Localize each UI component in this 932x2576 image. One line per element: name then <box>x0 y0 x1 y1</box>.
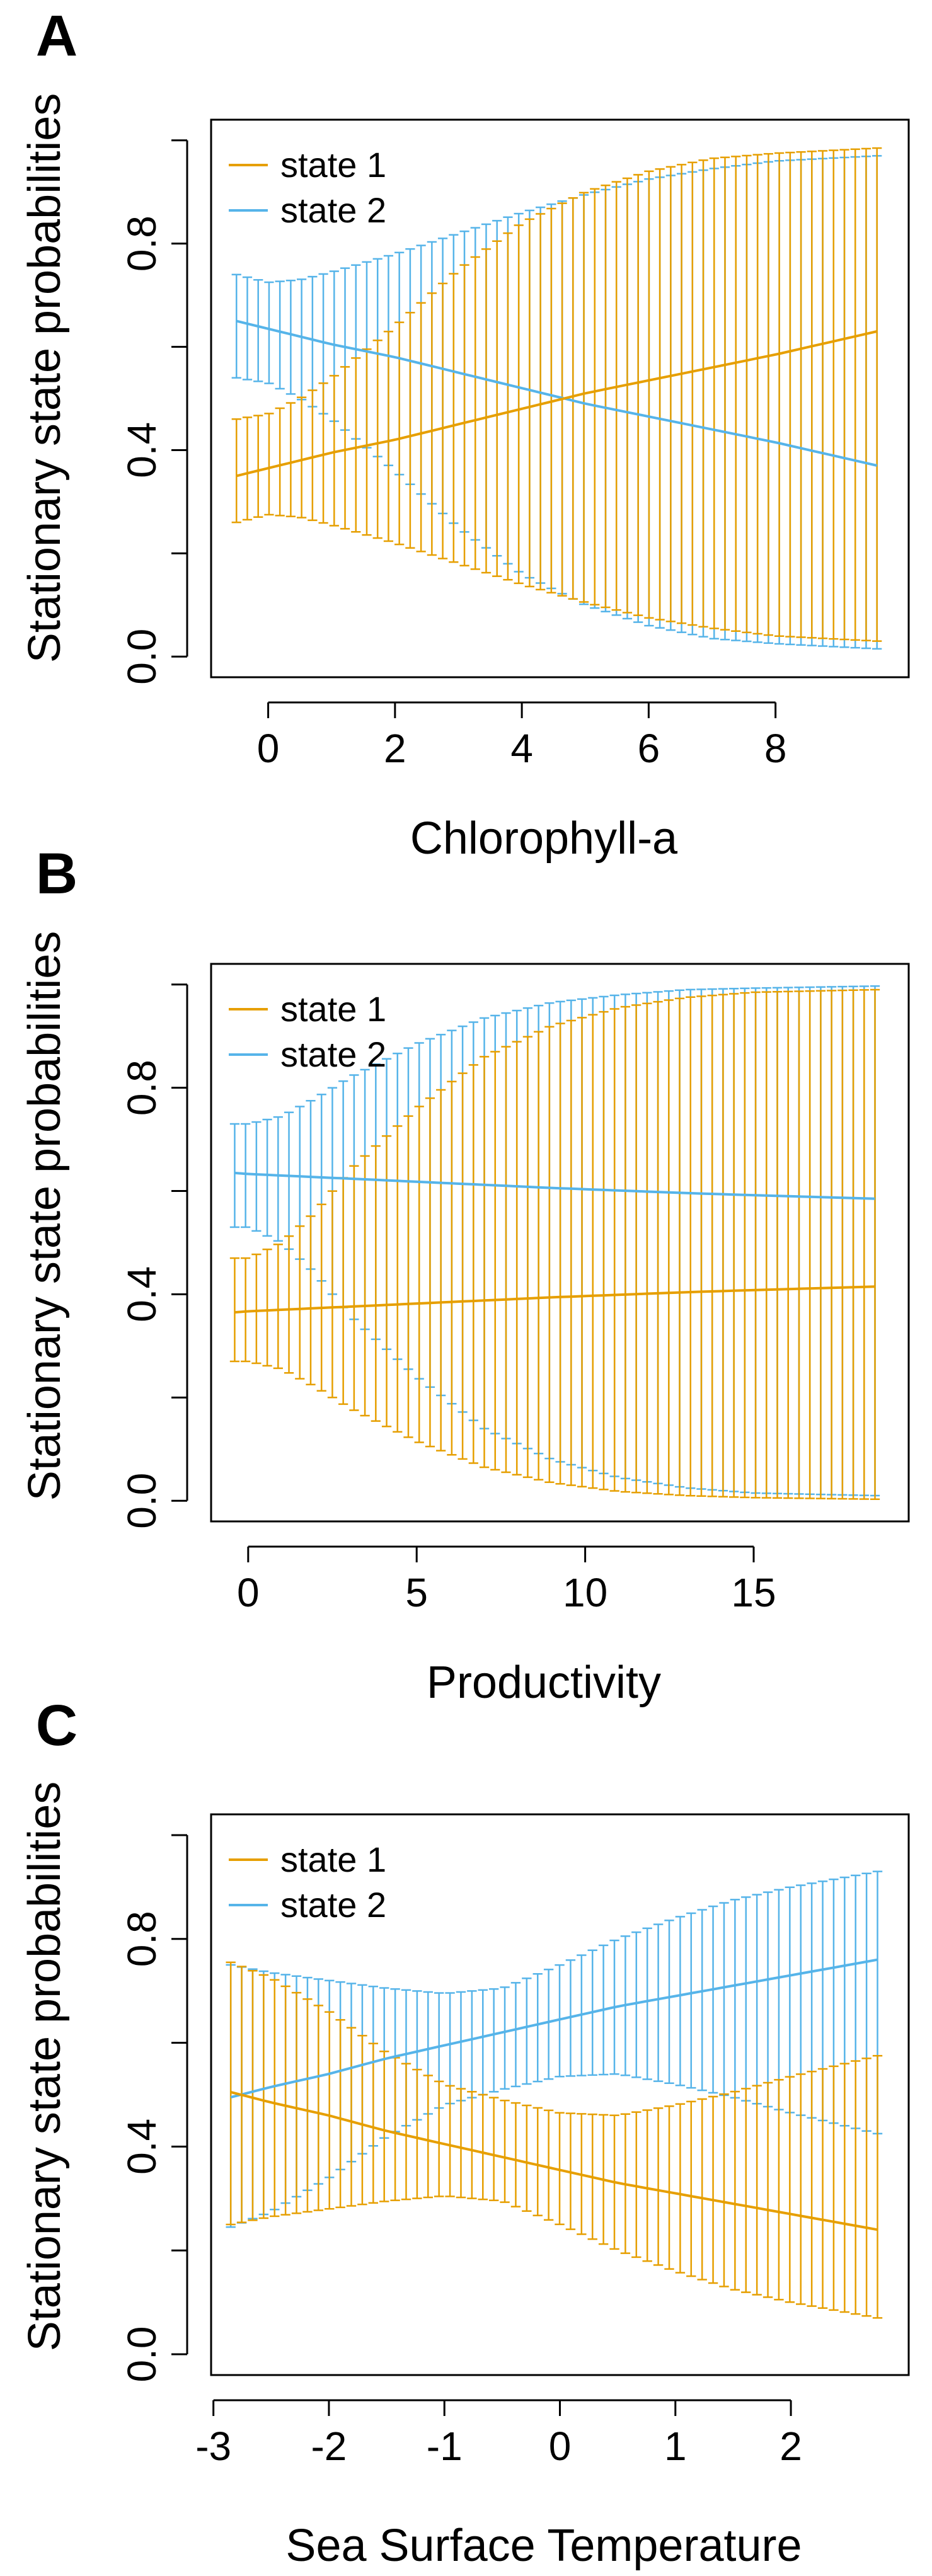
panel-c-x-axis: -3 -2 -1 0 1 2 <box>195 2399 802 2469</box>
panel-c-xlabel: Sea Surface Temperature <box>285 2521 802 2571</box>
panel-b-y-tick-label: 0.0 <box>119 1473 164 1529</box>
panel-a-x-tick-label: 0 <box>257 726 280 771</box>
panel-b-ylabel: Stationary state probabilities <box>20 931 70 1501</box>
panel-a-x-axis: 0 2 4 6 8 <box>257 701 787 771</box>
panel-c-ylabel: Stationary state probabilities <box>20 1782 70 2352</box>
panel-a-y-axis: 0.0 0.4 0.8 <box>119 139 188 685</box>
panel-a-state-1-mean-line <box>236 330 878 478</box>
panel-c-error-bars <box>226 1870 883 2319</box>
panel-b-legend: state 1 state 2 <box>229 989 386 1074</box>
panel-b-x-axis: 0 5 10 15 <box>237 1545 776 1615</box>
panel-c-x-tick-label: -2 <box>311 2424 347 2469</box>
panel-c-x-tick-label: -3 <box>195 2424 231 2469</box>
panel-a-mean-lines <box>236 319 878 478</box>
panel-c-legend: state 1 state 2 <box>229 1840 386 1925</box>
panel-a-legend: state 1 state 2 <box>229 145 386 230</box>
panel-c-y-tick-label: 0.4 <box>119 2119 164 2175</box>
panel-a-ylabel: Stationary state probabilities <box>20 93 70 663</box>
panel-c-legend-label: state 1 <box>280 1840 386 1879</box>
panel-b-letter: B <box>36 842 78 906</box>
panel-b-error-bars <box>229 985 880 1501</box>
panel-c-y-axis: 0.0 0.4 0.8 <box>119 1834 188 2383</box>
panel-b-plot-frame <box>210 963 910 1523</box>
panel-a-y-tick-label: 0.0 <box>119 629 164 685</box>
panel-c-mean-lines <box>230 1958 878 2231</box>
panel-b-legend-label: state 1 <box>280 989 386 1029</box>
panel-b-x-tick-label: 5 <box>405 1570 428 1615</box>
panel-c-x-tick-label: 2 <box>780 2424 802 2469</box>
panel-c-plot-frame <box>210 1813 910 2376</box>
panel-b-state-1-mean-line <box>234 1285 875 1314</box>
panel-c: C Stationary state probabilities Sea Sur… <box>20 1693 910 2571</box>
panel-a-letter: A <box>36 4 78 68</box>
panel-a-xlabel: Chlorophyll-a <box>410 813 678 864</box>
panel-a-legend-label: state 2 <box>280 190 386 230</box>
panel-a-error-bars <box>231 147 882 650</box>
panel-a: A Stationary state probabilities Chlorop… <box>20 4 910 864</box>
panel-c-y-tick-label: 0.8 <box>119 1911 164 1967</box>
panel-b-y-tick-label: 0.8 <box>119 1060 164 1116</box>
panel-b-mean-lines <box>234 1171 875 1314</box>
panel-a-y-tick-label: 0.4 <box>119 422 164 478</box>
panel-a-plot-frame <box>210 118 910 678</box>
panel-c-y-tick-label: 0.0 <box>119 2327 164 2383</box>
panel-b-x-tick-label: 0 <box>237 1570 260 1615</box>
panel-c-legend-label: state 2 <box>280 1885 386 1925</box>
panel-a-y-tick-label: 0.8 <box>119 215 164 272</box>
panel-a-legend-label: state 1 <box>280 145 386 185</box>
panel-b-x-tick-label: 15 <box>731 1570 776 1615</box>
panel-b: B Stationary state probabilities Product… <box>20 842 910 1708</box>
panel-c-x-tick-label: -1 <box>427 2424 463 2469</box>
panel-a-x-tick-label: 6 <box>638 726 660 771</box>
panel-a-state-2-mean-line <box>236 319 878 467</box>
panel-a-x-tick-label: 8 <box>764 726 787 771</box>
panel-b-y-axis: 0.0 0.4 0.8 <box>119 983 188 1529</box>
panel-b-state-2-mean-line <box>234 1171 875 1200</box>
panel-b-y-tick-label: 0.4 <box>119 1266 164 1322</box>
panel-c-x-tick-label: 0 <box>549 2424 572 2469</box>
panel-c-x-tick-label: 1 <box>664 2424 687 2469</box>
panel-c-state-1-mean-line <box>230 2090 878 2231</box>
panel-b-legend-label: state 2 <box>280 1034 386 1074</box>
panel-c-state-2-mean-line <box>230 1958 878 2099</box>
panel-a-x-tick-label: 4 <box>510 726 533 771</box>
panel-c-letter: C <box>36 1693 78 1758</box>
panel-b-xlabel: Productivity <box>427 1657 661 1708</box>
panel-b-x-tick-label: 10 <box>563 1570 607 1615</box>
panel-a-x-tick-label: 2 <box>384 726 406 771</box>
